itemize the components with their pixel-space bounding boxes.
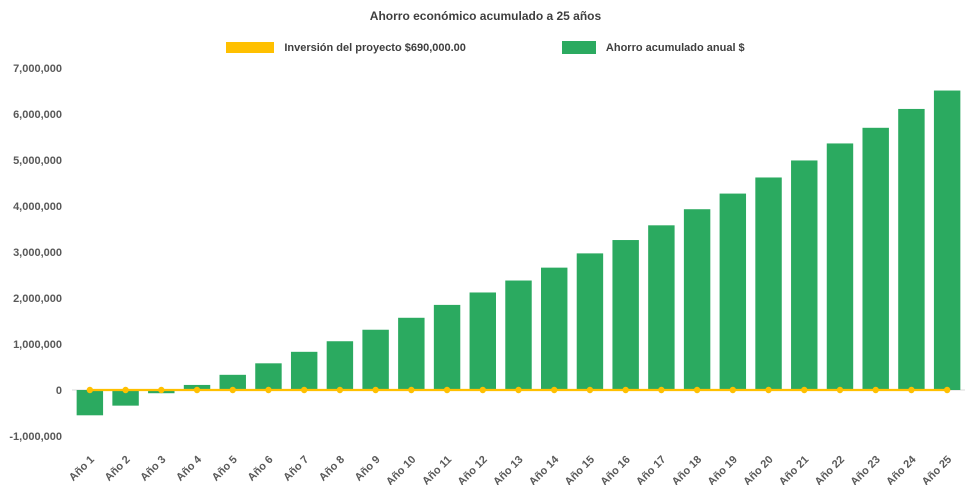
chart-title: Ahorro económico acumulado a 25 años: [369, 9, 602, 23]
bar-year-22: [826, 143, 854, 390]
x-axis-label: Año 20: [741, 454, 775, 485]
x-axis-label: Año 21: [777, 454, 811, 485]
x-axis-label: Año 25: [920, 454, 954, 485]
investment-line-marker: [658, 386, 665, 394]
y-axis-label: -1,000,000: [9, 431, 62, 443]
y-axis-label: 7,000,000: [13, 63, 62, 75]
bar-year-9: [362, 329, 389, 390]
bar-year-16: [612, 240, 639, 390]
savings-legend-label: Ahorro acumulado anual $: [605, 41, 745, 54]
x-axis-label: Año 14: [527, 453, 562, 485]
investment-line-marker: [158, 386, 165, 394]
bar-year-20: [755, 177, 782, 390]
x-axis-label: Año 1: [67, 454, 97, 484]
x-axis-label: Año 8: [317, 454, 347, 484]
investment-line-marker: [336, 386, 344, 394]
investment-line-marker: [300, 386, 308, 394]
x-axis-label: Año 15: [563, 454, 597, 485]
investment-line-marker: [801, 386, 808, 394]
investment-line-marker: [622, 386, 629, 394]
x-axis-label: Año 18: [670, 454, 704, 485]
x-axis-label: Año 6: [245, 454, 275, 484]
bar-year-25: [933, 90, 961, 390]
investment-line-marker: [443, 386, 451, 394]
bar-year-1: [76, 390, 104, 416]
x-axis-label: Año 24: [884, 453, 919, 485]
investment-line-marker: [265, 386, 272, 394]
y-axis-label: 0: [56, 385, 62, 397]
bar-year-7: [290, 351, 318, 390]
bar-year-2: [112, 390, 139, 406]
bar-year-23: [862, 127, 889, 391]
bar-year-8: [326, 341, 354, 390]
x-axis-label: Año 5: [210, 454, 240, 484]
bar-year-18: [683, 209, 711, 390]
y-axis-label: 5,000,000: [13, 155, 62, 167]
y-axis-label: 3,000,000: [13, 247, 62, 259]
bar-year-10: [398, 317, 425, 390]
bar-year-17: [648, 225, 675, 390]
x-axis-label: Año 3: [138, 454, 168, 484]
bar-year-21: [791, 160, 818, 390]
y-axis-label: 4,000,000: [13, 201, 62, 213]
investment-legend-label: Inversión del proyecto $690,000.00: [284, 41, 466, 54]
investment-line-marker: [836, 386, 844, 394]
x-axis-label: Año 12: [455, 454, 489, 485]
investment-line-marker: [372, 386, 379, 394]
x-axis-label: Año 19: [706, 454, 740, 485]
x-axis-label: Año 22: [813, 454, 847, 485]
investment-line-marker: [908, 386, 915, 394]
investment-line-marker: [86, 386, 94, 394]
bar-year-11: [433, 304, 461, 390]
savings-bar-swatch: [561, 41, 596, 54]
investment-line-marker: [193, 386, 201, 394]
x-axis-label: Año 16: [598, 454, 632, 485]
investment-line-marker: [515, 386, 522, 394]
investment-line-swatch: [226, 42, 275, 53]
x-axis-label: Año 9: [353, 454, 383, 484]
x-axis-label: Año 2: [103, 454, 133, 484]
bar-year-24: [898, 108, 925, 390]
bar-year-12: [469, 292, 496, 390]
x-axis-label: Año 23: [848, 454, 882, 485]
investment-line-marker: [586, 386, 594, 394]
legend-item-savings: Ahorro acumulado anual $: [561, 41, 745, 54]
x-axis-label: Año 4: [174, 453, 205, 484]
investment-line-marker: [765, 386, 772, 394]
x-axis-label: Año 13: [491, 454, 525, 485]
y-axis-label: 2,000,000: [13, 293, 62, 305]
legend-item-investment: Inversión del proyecto $690,000.00: [226, 42, 466, 54]
investment-line-marker: [229, 386, 236, 394]
x-axis-label: Año 10: [384, 454, 418, 485]
investment-line-marker: [693, 386, 701, 394]
bar-year-15: [576, 253, 604, 390]
investment-line-marker: [479, 386, 486, 394]
bar-year-6: [255, 363, 282, 390]
investment-line-marker: [551, 386, 558, 394]
investment-line-marker: [122, 386, 129, 394]
x-axis-label: Año 11: [420, 454, 454, 485]
y-axis-label: 6,000,000: [13, 109, 62, 121]
x-axis-label: Año 7: [281, 454, 311, 484]
bar-year-5: [219, 374, 246, 390]
y-axis-label: 1,000,000: [13, 339, 62, 351]
x-axis-label: Año 17: [634, 454, 668, 485]
bar-year-19: [719, 193, 747, 390]
investment-line-marker: [943, 386, 951, 394]
bar-year-14: [541, 267, 568, 390]
investment-line-marker: [872, 386, 879, 394]
investment-line-marker: [729, 386, 737, 394]
bar-year-13: [505, 280, 532, 390]
chart-legend: Inversión del proyecto $690,000.00 Ahorr…: [0, 41, 971, 54]
investment-line-marker: [408, 386, 415, 394]
